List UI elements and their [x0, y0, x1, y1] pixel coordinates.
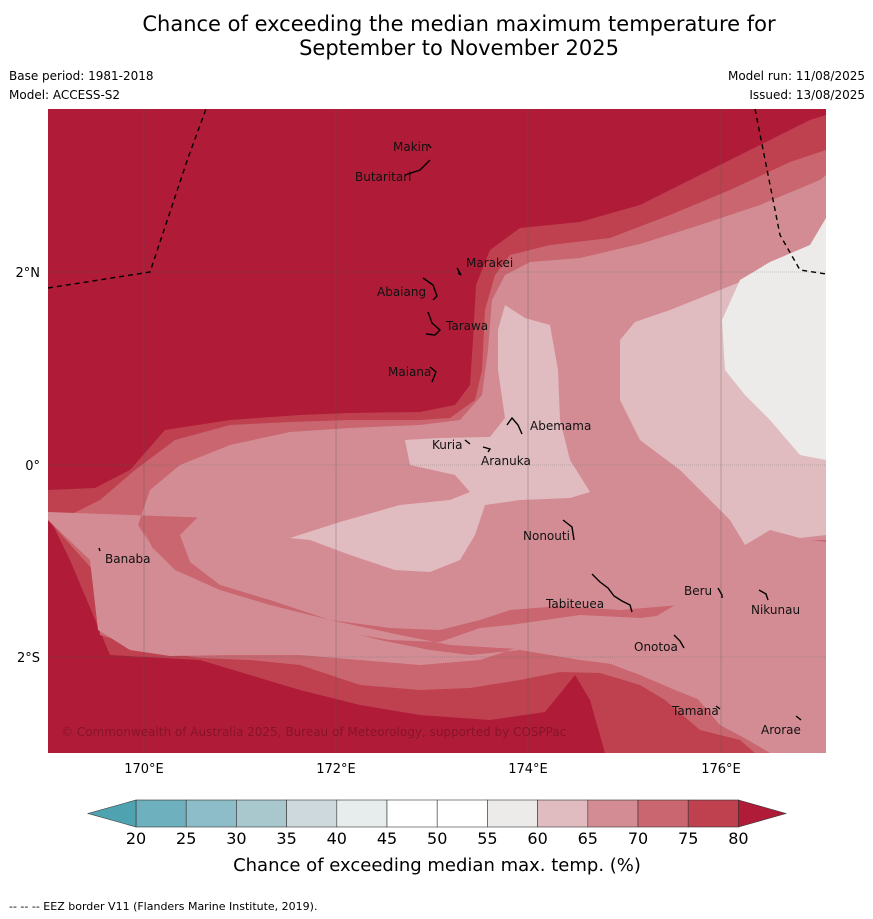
- colorbar-tick-label: 65: [578, 829, 598, 848]
- meta-right: Model run: 11/08/2025 Issued: 13/08/2025: [728, 69, 865, 103]
- region-55: [290, 305, 590, 572]
- eez-borders: [47, 108, 827, 289]
- colorbar-bin: [336, 799, 388, 828]
- colorbar-tick-label: 75: [678, 829, 698, 848]
- islands: [98, 143, 802, 721]
- model-name: Model: ACCESS-S2: [9, 88, 121, 102]
- eez-legend-note: -- -- -- EEZ border V11 (Flanders Marine…: [9, 900, 318, 913]
- issued-date: Issued: 13/08/2025: [749, 88, 865, 102]
- colorbar-low-extension: [86, 799, 137, 828]
- colorbar-bin: [487, 799, 538, 828]
- place-label: Marakei: [466, 256, 513, 270]
- colorbar-tick-label: 25: [176, 829, 196, 848]
- place-label: Tamana: [671, 704, 719, 718]
- colorbar-bin: [687, 799, 739, 828]
- colorbar-tick-label: 60: [527, 829, 547, 848]
- colorbar-tick-label: 45: [377, 829, 397, 848]
- colorbar-tick-label: 20: [126, 829, 146, 848]
- copyright-note: © Commonwealth of Australia 2025, Bureau…: [61, 725, 566, 739]
- region-50: [722, 218, 826, 460]
- graticule: [48, 109, 826, 753]
- x-tick-label: 172°E: [316, 762, 356, 777]
- place-label: Banaba: [105, 552, 151, 566]
- y-tick-label: 2°S: [17, 651, 40, 666]
- x-tick-label: 170°E: [124, 762, 164, 777]
- base-period: Base period: 1981-2018: [9, 69, 154, 83]
- colorbar-bin: [637, 799, 689, 828]
- colorbar-bin: [386, 799, 438, 828]
- place-label: Tarawa: [445, 319, 488, 333]
- probability-field: [48, 109, 826, 753]
- place-label: Abemama: [530, 419, 591, 433]
- colorbar-bin: [236, 799, 287, 828]
- colorbar: [86, 799, 788, 828]
- place-label: Aranuka: [481, 454, 531, 468]
- colorbar-tick-label: 35: [276, 829, 296, 848]
- colorbar-bin: [436, 799, 488, 828]
- place-label: Makin: [393, 140, 429, 154]
- place-label: Butaritari: [355, 170, 412, 184]
- colorbar-bin: [185, 799, 237, 828]
- place-label: Abaiang: [377, 285, 426, 299]
- place-label: Nonouti: [523, 529, 570, 543]
- colorbar-bin: [286, 799, 338, 828]
- place-label: Onotoa: [634, 640, 678, 654]
- place-labels: Makin Butaritari Marakei Abaiang Tarawa Maian…: [105, 140, 801, 737]
- colorbar-ticks: 20 25 30 35 40 45 50 55 60 65 70 75 80: [126, 829, 749, 848]
- place-label: Tabiteuea: [545, 597, 604, 611]
- place-label: Maiana: [388, 365, 431, 379]
- region-60: [140, 525, 826, 753]
- colorbar-tick-label: 40: [327, 829, 347, 848]
- place-label: Beru: [684, 584, 712, 598]
- colorbar-tick-label: 80: [728, 829, 748, 848]
- colorbar-bin: [135, 799, 187, 828]
- meta-left: Base period: 1981-2018 Model: ACCESS-S2: [9, 69, 154, 103]
- colorbar-bin: [587, 799, 639, 828]
- place-label: Nikunau: [751, 603, 800, 617]
- title-line-2: September to November 2025: [299, 36, 619, 60]
- title-line-1: Chance of exceeding the median maximum t…: [142, 12, 776, 36]
- x-tick-label: 176°E: [701, 762, 741, 777]
- y-tick-label: 2°N: [16, 266, 41, 281]
- x-axis-ticks: 170°E 172°E 174°E 176°E: [124, 762, 741, 777]
- y-tick-label: 0°: [25, 459, 40, 474]
- y-axis-ticks: 2°N 0° 2°S: [16, 266, 41, 666]
- colorbar-high-extension: [738, 799, 788, 828]
- colorbar-tick-label: 50: [427, 829, 447, 848]
- colorbar-label: Chance of exceeding median max. temp. (%…: [233, 855, 641, 876]
- place-label: Arorae: [761, 723, 801, 737]
- colorbar-tick-label: 30: [226, 829, 246, 848]
- model-run: Model run: 11/08/2025: [727, 69, 865, 83]
- colorbar-tick-label: 55: [477, 829, 497, 848]
- colorbar-bin: [537, 799, 589, 828]
- map-title: Chance of exceeding the median maximum t…: [0, 12, 873, 60]
- place-label: Kuria: [432, 438, 463, 452]
- x-tick-label: 174°E: [508, 762, 548, 777]
- colorbar-tick-label: 70: [628, 829, 648, 848]
